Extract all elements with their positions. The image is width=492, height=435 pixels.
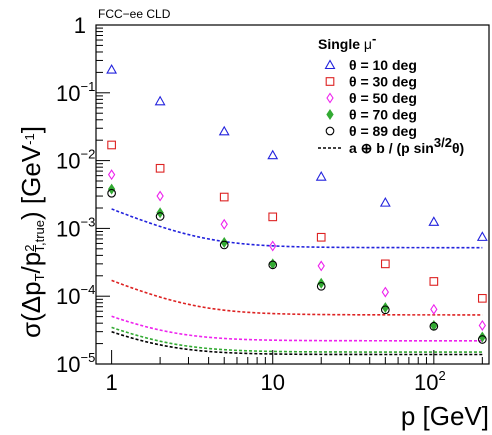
data-points xyxy=(106,63,488,344)
data-point xyxy=(155,163,165,173)
fit-line xyxy=(111,326,483,353)
data-point xyxy=(269,240,277,252)
x-tick-label: 102 xyxy=(414,368,446,395)
data-point xyxy=(381,302,389,314)
data-point xyxy=(429,321,439,331)
legend-fit-label: a ⊕ b / (p sin3/2θ) xyxy=(349,135,464,156)
data-point xyxy=(219,240,229,250)
data-point xyxy=(429,277,439,286)
data-point xyxy=(154,95,166,106)
data-point xyxy=(379,196,391,207)
legend-entry-label: θ = 89 deg xyxy=(349,123,417,139)
y-axis-ticks: 1 10−1 10−2 10−3 10−4 10−5 xyxy=(56,13,110,377)
data-point xyxy=(477,293,487,303)
x-axis-title: p [GeV] xyxy=(401,401,489,431)
y-tick-label: 1 xyxy=(74,13,86,38)
data-point xyxy=(107,169,116,181)
data-point xyxy=(326,109,334,120)
legend-title: Single μ- xyxy=(318,31,376,52)
data-point xyxy=(478,331,486,343)
data-point xyxy=(107,188,116,198)
data-point xyxy=(106,63,118,74)
data-point xyxy=(380,305,390,315)
data-point xyxy=(156,190,164,202)
data-point xyxy=(268,260,278,270)
y-tick-label: 10−5 xyxy=(56,350,95,377)
y-tick-label: 10−4 xyxy=(56,282,95,309)
data-point xyxy=(326,92,334,104)
experiment-label: FCC−ee CLD xyxy=(98,7,171,21)
data-point xyxy=(219,192,229,202)
data-point xyxy=(428,216,440,226)
fit-line xyxy=(111,315,483,342)
y-tick-label: 10−2 xyxy=(56,147,95,174)
data-point xyxy=(316,232,326,242)
legend-entry-label: θ = 10 deg xyxy=(349,57,417,73)
y-tick-label: 10−3 xyxy=(56,214,95,241)
data-point xyxy=(267,149,279,160)
fit-line xyxy=(111,279,483,316)
y-tick-label: 10−1 xyxy=(56,79,95,106)
data-point xyxy=(430,303,438,315)
x-tick-label: 10 xyxy=(260,370,284,395)
x-axis-ticks: 1 10 102 xyxy=(105,350,483,395)
fit-line xyxy=(111,208,483,249)
legend-entry-label: θ = 30 deg xyxy=(349,74,417,90)
data-point xyxy=(478,319,486,331)
x-tick-label: 1 xyxy=(105,370,117,395)
fit-lines xyxy=(111,208,483,356)
fit-line xyxy=(111,331,483,356)
data-point xyxy=(268,212,278,222)
y-axis-title: σ(ΔpT/p2T,true) [GeV-1] xyxy=(16,126,47,338)
data-point xyxy=(325,77,335,86)
data-point xyxy=(325,126,335,136)
data-point xyxy=(381,286,389,298)
plot-frame xyxy=(95,24,490,365)
data-point xyxy=(476,231,488,241)
data-point xyxy=(315,171,327,181)
data-point xyxy=(316,281,326,291)
data-point xyxy=(220,236,228,248)
legend-entry-label: θ = 50 deg xyxy=(349,90,417,106)
data-point xyxy=(155,212,165,221)
data-point xyxy=(317,277,325,289)
data-point xyxy=(317,260,325,272)
data-point xyxy=(380,259,390,269)
data-point xyxy=(220,218,228,230)
data-point xyxy=(324,59,336,70)
legend-entry-label: θ = 70 deg xyxy=(349,107,417,123)
data-point xyxy=(477,335,487,344)
data-point xyxy=(218,125,230,136)
data-point xyxy=(107,140,116,150)
